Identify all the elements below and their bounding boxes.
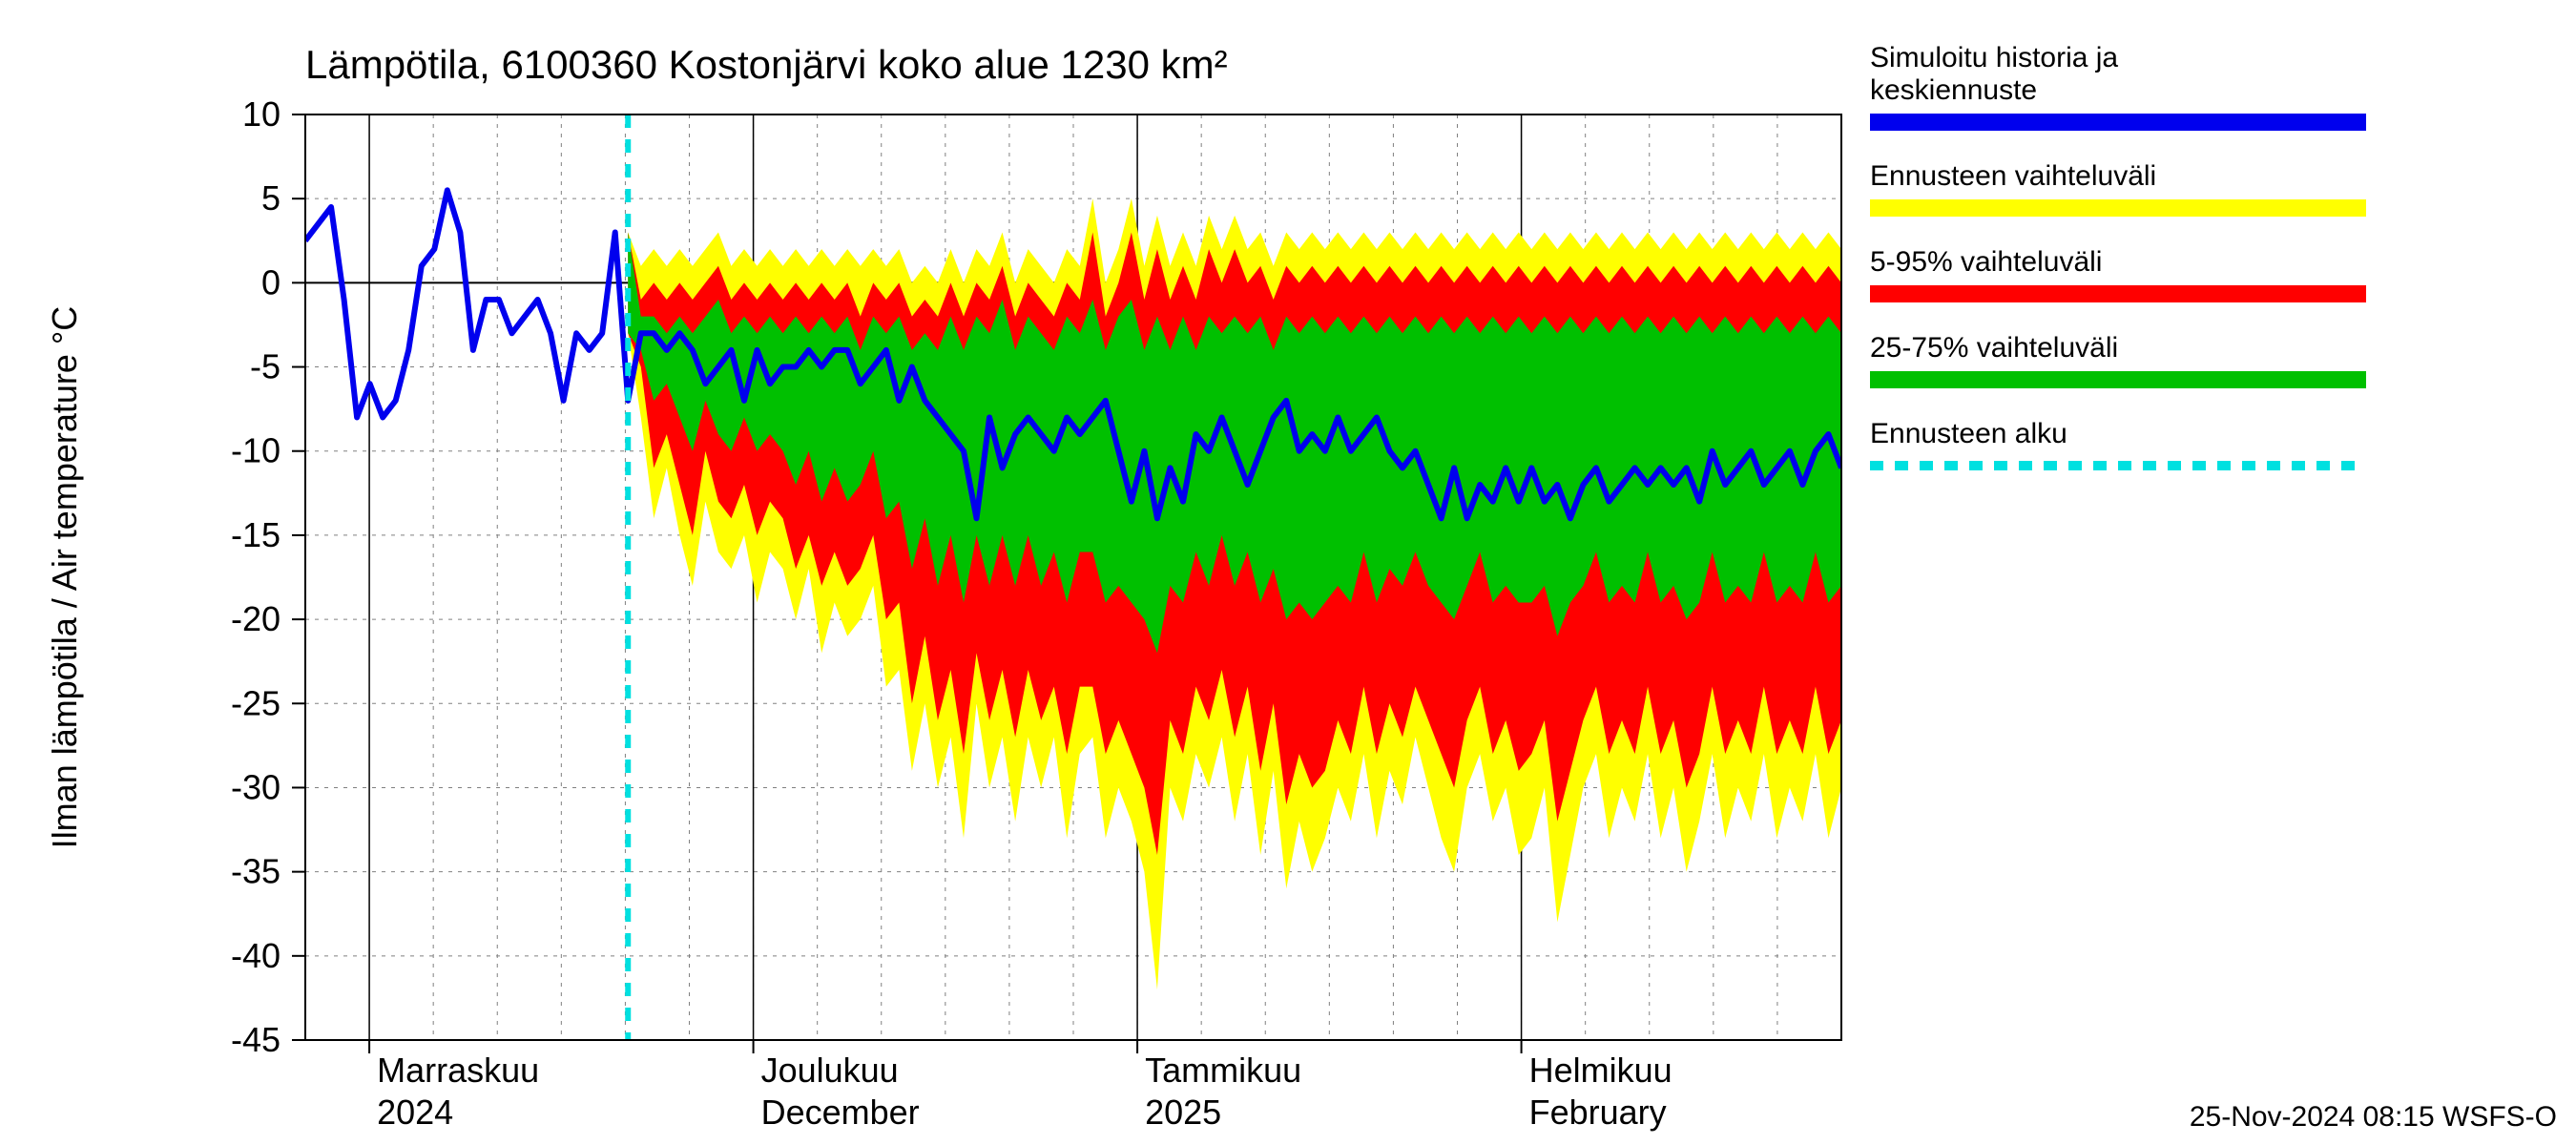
y-tick-label: 10 <box>242 94 280 134</box>
x-month-sublabel: February <box>1529 1093 1667 1132</box>
legend-swatch <box>1870 114 2366 131</box>
y-tick-label: -35 <box>231 852 280 891</box>
chart-title: Lämpötila, 6100360 Kostonjärvi koko alue… <box>305 42 1228 87</box>
footer-timestamp: 25-Nov-2024 08:15 WSFS-O <box>2190 1101 2557 1133</box>
x-month-sublabel: December <box>761 1093 920 1132</box>
y-axis-label: Ilman lämpötila / Air temperature °C <box>45 306 84 849</box>
legend-label: Ennusteen vaihteluväli <box>1870 160 2156 192</box>
legend-swatch <box>1870 371 2366 388</box>
y-tick-label: -25 <box>231 683 280 722</box>
y-tick-label: -40 <box>231 936 280 975</box>
legend-label: Ennusteen alku <box>1870 418 2067 449</box>
x-month-label: Joulukuu <box>761 1051 899 1090</box>
y-tick-label: 0 <box>261 262 280 302</box>
y-tick-label: -30 <box>231 767 280 806</box>
legend-label: 5-95% vaihteluväli <box>1870 246 2102 278</box>
y-tick-label: -5 <box>250 347 280 386</box>
temperature-forecast-chart: -45-40-35-30-25-20-15-10-50510Marraskuu2… <box>0 0 2576 1145</box>
legend-swatch <box>1870 285 2366 302</box>
y-tick-label: -15 <box>231 515 280 554</box>
y-tick-label: -10 <box>231 431 280 470</box>
x-month-sublabel: 2025 <box>1145 1093 1221 1132</box>
legend-swatch <box>1870 199 2366 217</box>
legend-label: keskiennuste <box>1870 74 2037 106</box>
y-tick-label: 5 <box>261 178 280 218</box>
y-tick-label: -45 <box>231 1020 280 1059</box>
x-month-label: Tammikuu <box>1145 1051 1301 1090</box>
x-month-label: Helmikuu <box>1529 1051 1672 1090</box>
legend-label: 25-75% vaihteluväli <box>1870 332 2118 364</box>
x-month-label: Marraskuu <box>377 1051 539 1090</box>
legend-label: Simuloitu historia ja <box>1870 42 2118 73</box>
y-tick-label: -20 <box>231 599 280 638</box>
x-month-sublabel: 2024 <box>377 1093 453 1132</box>
